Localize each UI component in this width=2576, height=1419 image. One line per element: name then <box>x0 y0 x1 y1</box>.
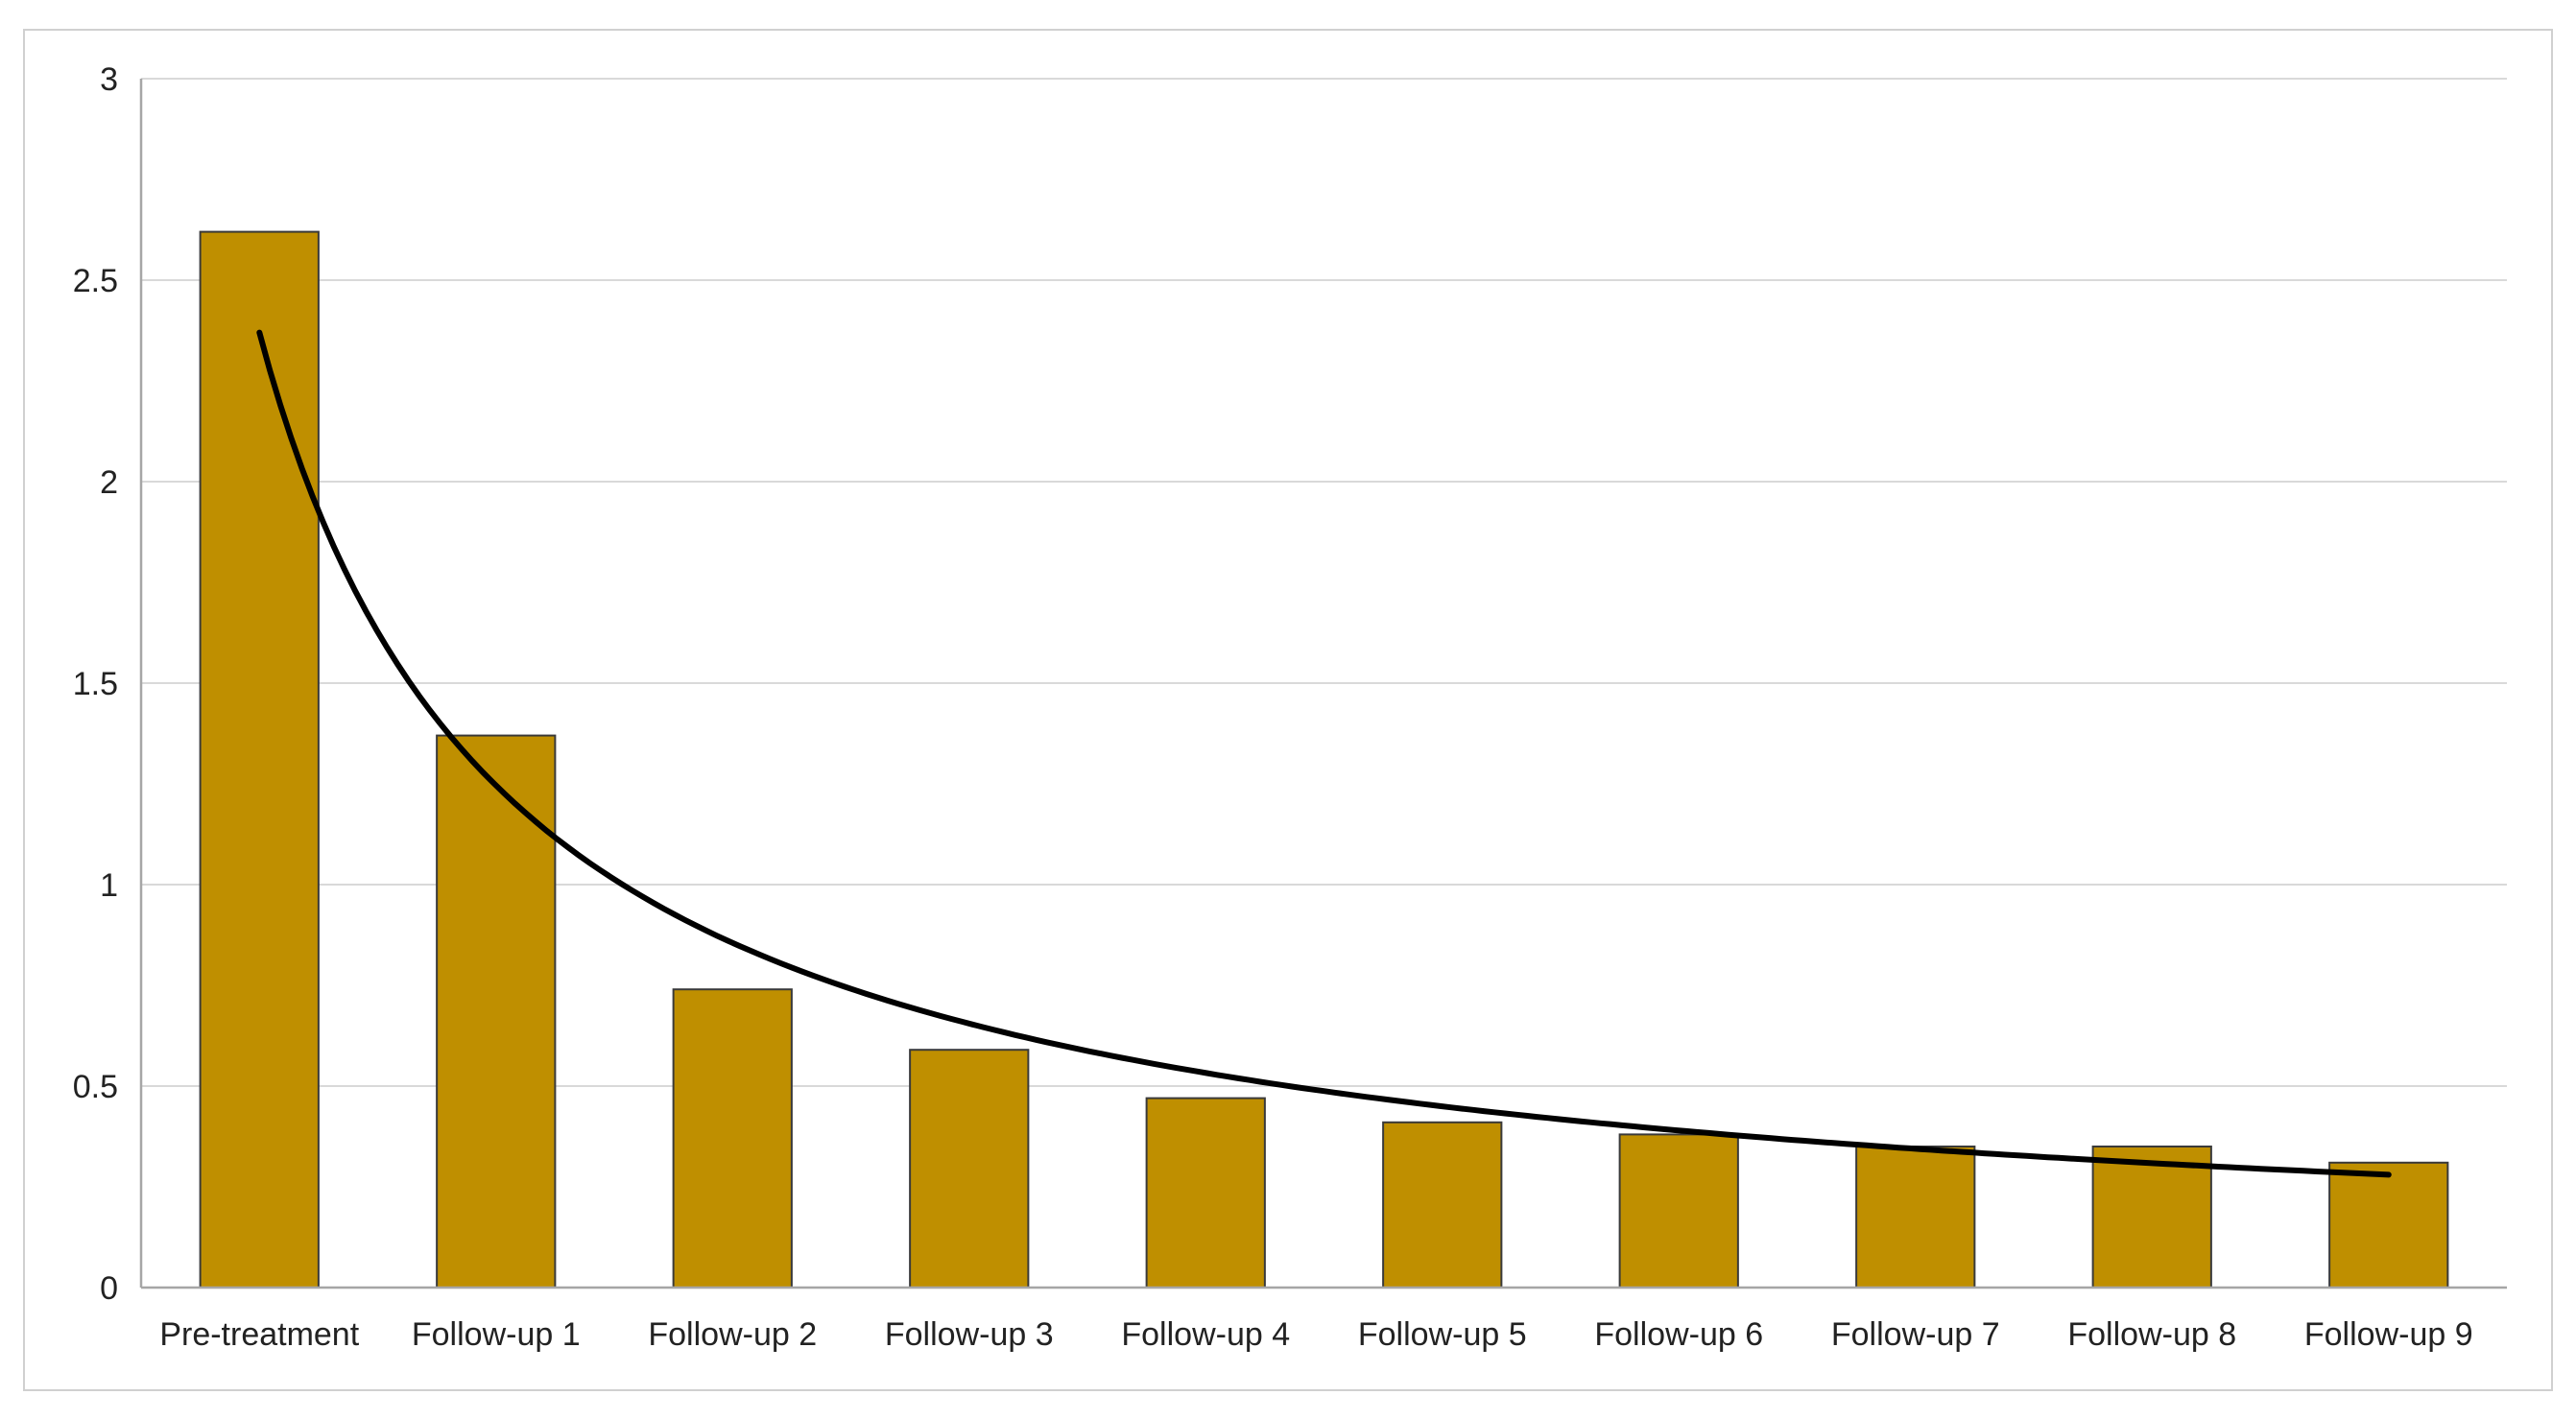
x-tick-label: Follow-up 2 <box>648 1316 817 1353</box>
x-tick-label: Follow-up 1 <box>412 1316 581 1353</box>
y-tick-label: 1.5 <box>73 666 118 702</box>
x-tick-label: Follow-up 4 <box>1121 1316 1290 1353</box>
bar <box>199 230 320 1289</box>
y-tick-label: 3 <box>100 61 118 98</box>
bar <box>909 1049 1030 1289</box>
y-tick-label: 1 <box>100 867 118 904</box>
trendline <box>256 329 2392 1178</box>
bar <box>1855 1146 1976 1289</box>
x-tick-label: Follow-up 3 <box>885 1316 1054 1353</box>
bar <box>2091 1146 2212 1289</box>
x-tick-label: Follow-up 7 <box>1831 1316 2000 1353</box>
bars <box>199 230 2449 1289</box>
y-tick-label: 2.5 <box>73 263 118 299</box>
x-tick-labels: Pre-treatment Follow-up 1 Follow-up 2 Follo… <box>159 1316 2472 1353</box>
x-tick-label: Follow-up 5 <box>1358 1316 1527 1353</box>
trendline-curve <box>256 329 2392 1178</box>
bar <box>672 988 793 1289</box>
x-tick-label: Follow-up 9 <box>2304 1316 2473 1353</box>
y-tick-label: 0.5 <box>73 1069 118 1105</box>
y-tick-label: 0 <box>100 1270 118 1307</box>
bar <box>436 734 557 1289</box>
x-tick-label: Pre-treatment <box>159 1316 359 1353</box>
bar <box>2328 1161 2449 1289</box>
x-tick-label: Follow-up 8 <box>2067 1316 2236 1353</box>
y-tick-labels: 0 0.5 1 1.5 2 2.5 3 <box>73 61 118 1307</box>
bar <box>1145 1097 1266 1289</box>
bar <box>1382 1121 1503 1289</box>
y-tick-label: 2 <box>100 464 118 501</box>
bar <box>1618 1133 1739 1289</box>
axes <box>139 79 2507 1289</box>
x-tick-label: Follow-up 6 <box>1594 1316 1763 1353</box>
